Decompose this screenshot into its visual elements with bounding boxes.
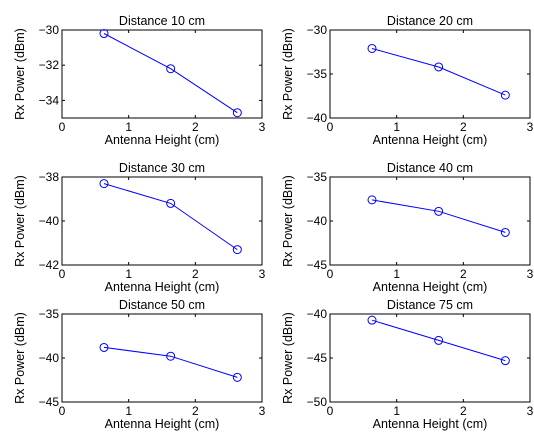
y-tick-label: −35 <box>307 67 328 81</box>
data-point-marker <box>434 206 444 216</box>
x-tick-label: 3 <box>259 404 266 418</box>
y-tick-label: −32 <box>39 58 60 72</box>
x-tick-label: 1 <box>393 267 400 281</box>
data-point-marker <box>99 342 109 352</box>
axes-box <box>61 313 263 403</box>
data-point-marker <box>434 335 444 345</box>
x-axis-label: Antenna Height (cm) <box>105 417 220 431</box>
data-point-marker <box>99 29 109 39</box>
y-tick-label: −30 <box>307 23 328 37</box>
y-tick-label: −40 <box>307 111 328 125</box>
subplot-3: Distance 30 cm 0 1 2 3 −38 −40 −42 Antenna Heigh… <box>13 161 266 294</box>
data-point-marker <box>232 108 242 118</box>
subplot-1: Distance 10 cm 0 1 2 3 −30 −32 −34 Antenna Heigh… <box>13 14 266 147</box>
data-point-marker <box>434 62 444 72</box>
x-tick-label: 1 <box>125 267 132 281</box>
x-tick-label: 3 <box>259 120 266 134</box>
data-point-marker <box>232 372 242 382</box>
data-point-marker <box>500 227 510 237</box>
series-line <box>371 199 506 233</box>
subplot-title: Distance 10 cm <box>119 14 205 28</box>
x-tick-label: 1 <box>393 120 400 134</box>
y-tick-label: −38 <box>39 170 60 184</box>
x-axis-label: Antenna Height (cm) <box>105 280 220 294</box>
subplot-4: Distance 40 cm 0 1 2 3 −35 −40 −45 Antenna Heigh… <box>281 161 534 294</box>
axes-box <box>61 29 263 119</box>
y-tick-label: −40 <box>307 214 328 228</box>
y-tick-label: −50 <box>307 395 328 409</box>
data-point-marker <box>367 315 377 325</box>
x-tick-label: 0 <box>59 404 66 418</box>
axes-box <box>61 176 263 266</box>
x-tick-label: 3 <box>527 267 534 281</box>
data-point-marker <box>166 64 176 74</box>
x-tick-label: 3 <box>527 120 534 134</box>
x-tick-label: 2 <box>192 120 199 134</box>
axes-box <box>329 29 531 119</box>
x-tick-label: 3 <box>259 267 266 281</box>
x-tick-label: 0 <box>327 267 334 281</box>
x-tick-label: 0 <box>59 267 66 281</box>
y-axis-label: Rx Power (dBm) <box>13 312 27 404</box>
y-tick-label: −35 <box>307 170 328 184</box>
y-tick-label: −45 <box>307 351 328 365</box>
x-tick-label: 3 <box>527 404 534 418</box>
x-tick-label: 2 <box>460 120 467 134</box>
x-tick-label: 0 <box>59 120 66 134</box>
y-tick-label: −45 <box>39 395 60 409</box>
y-tick-label: −42 <box>39 258 60 272</box>
x-axis-label: Antenna Height (cm) <box>373 280 488 294</box>
data-point-marker <box>99 179 109 189</box>
subplot-title: Distance 50 cm <box>119 298 205 312</box>
x-tick-label: 2 <box>460 267 467 281</box>
axes-box <box>329 313 531 403</box>
data-point-marker <box>166 198 176 208</box>
x-tick-label: 0 <box>327 404 334 418</box>
x-tick-label: 1 <box>125 120 132 134</box>
series-line <box>103 346 238 378</box>
x-axis-label: Antenna Height (cm) <box>373 417 488 431</box>
y-tick-label: −40 <box>39 351 60 365</box>
subplot-title: Distance 75 cm <box>387 298 473 312</box>
x-tick-label: 2 <box>192 404 199 418</box>
y-tick-label: −40 <box>307 307 328 321</box>
x-tick-label: 1 <box>125 404 132 418</box>
subplot-title: Distance 40 cm <box>387 161 473 175</box>
y-tick-label: −34 <box>39 93 60 107</box>
y-tick-label: −30 <box>39 23 60 37</box>
x-axis-label: Antenna Height (cm) <box>373 133 488 147</box>
x-tick-label: 1 <box>393 404 400 418</box>
data-point-marker <box>232 245 242 255</box>
data-point-marker <box>500 90 510 100</box>
x-axis-label: Antenna Height (cm) <box>105 133 220 147</box>
data-point-marker <box>166 351 176 361</box>
axes-box <box>329 176 531 266</box>
series-line <box>371 48 506 96</box>
y-tick-label: −40 <box>39 214 60 228</box>
y-axis-label: Rx Power (dBm) <box>281 28 295 120</box>
y-tick-label: −35 <box>39 307 60 321</box>
subplot-6: Distance 75 cm 0 1 2 3 −40 −45 −50 Antenna Heigh… <box>281 298 534 431</box>
y-tick-label: −45 <box>307 258 328 272</box>
subplot-2: Distance 20 cm 0 1 2 3 −30 −35 −40 Antenna Heigh… <box>281 14 534 147</box>
x-tick-label: 0 <box>327 120 334 134</box>
subplot-title: Distance 30 cm <box>119 161 205 175</box>
y-axis-label: Rx Power (dBm) <box>13 175 27 267</box>
data-point-marker <box>500 356 510 366</box>
subplot-title: Distance 20 cm <box>387 14 473 28</box>
y-axis-label: Rx Power (dBm) <box>281 175 295 267</box>
y-axis-label: Rx Power (dBm) <box>281 312 295 404</box>
x-tick-label: 2 <box>192 267 199 281</box>
series-line <box>103 183 238 251</box>
series-line <box>371 319 506 362</box>
data-point-marker <box>367 43 377 53</box>
y-axis-label: Rx Power (dBm) <box>13 28 27 120</box>
series-line <box>103 33 238 114</box>
x-tick-label: 2 <box>460 404 467 418</box>
data-point-marker <box>367 195 377 205</box>
subplot-5: Distance 50 cm 0 1 2 3 −35 −40 −45 Antenna Heigh… <box>13 298 266 431</box>
